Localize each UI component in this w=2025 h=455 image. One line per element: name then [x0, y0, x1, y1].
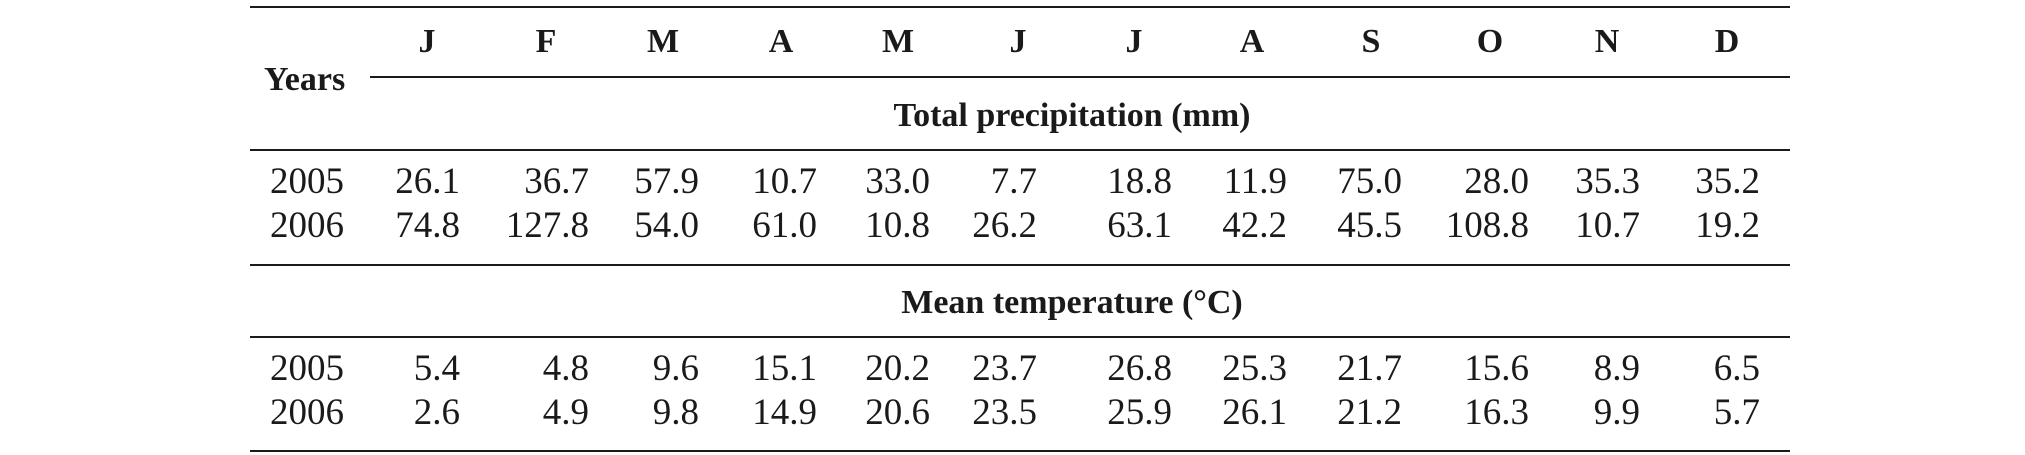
value-cell: 57.9	[634, 161, 699, 202]
value-cell: 36.7	[524, 161, 589, 202]
value-cell: 26.8	[1107, 348, 1172, 389]
top-rule	[250, 6, 1790, 8]
month-header-2: F	[535, 23, 557, 60]
month-header-8: A	[1239, 23, 1265, 60]
value-cell: 9.6	[652, 348, 699, 389]
value-cell: 23.5	[972, 392, 1037, 433]
value-cell: 4.8	[542, 348, 589, 389]
value-cell: 5.4	[413, 348, 460, 389]
section2-title-rule	[250, 336, 1790, 338]
value-cell: 23.7	[972, 348, 1037, 389]
bottom-rule	[250, 450, 1790, 452]
value-cell: 21.7	[1337, 348, 1402, 389]
value-cell: 8.9	[1593, 348, 1640, 389]
value-cell: 9.8	[652, 392, 699, 433]
month-header-9: S	[1361, 23, 1381, 60]
value-cell: 45.5	[1337, 205, 1402, 246]
value-cell: 28.0	[1464, 161, 1529, 202]
month-header-3: M	[646, 23, 680, 60]
years-header: Years	[264, 61, 346, 98]
value-cell: 7.7	[990, 161, 1037, 202]
value-cell: 25.9	[1107, 392, 1172, 433]
value-cell: 10.7	[1575, 205, 1640, 246]
value-cell: 26.1	[1222, 392, 1287, 433]
section1-title-rule	[250, 149, 1790, 151]
month-header-4: A	[768, 23, 794, 60]
year-cell: 2006	[270, 392, 344, 433]
section-divider-rule	[250, 264, 1790, 266]
value-cell: 35.3	[1575, 161, 1640, 202]
month-header-10: O	[1476, 23, 1504, 60]
value-cell: 4.9	[542, 392, 589, 433]
month-header-7: J	[1125, 23, 1143, 60]
section-title-precipitation: Total precipitation (mm)	[893, 97, 1251, 134]
value-cell: 75.0	[1337, 161, 1402, 202]
value-cell: 10.8	[865, 205, 930, 246]
value-cell: 9.9	[1593, 392, 1640, 433]
month-header-6: J	[1009, 23, 1027, 60]
value-cell: 54.0	[634, 205, 699, 246]
value-cell: 20.6	[865, 392, 930, 433]
value-cell: 2.6	[413, 392, 460, 433]
value-cell: 63.1	[1107, 205, 1172, 246]
value-cell: 61.0	[752, 205, 817, 246]
section-title-temperature: Mean temperature (°C)	[901, 284, 1243, 321]
month-header-5: M	[881, 23, 915, 60]
header-underline-rule	[370, 76, 1790, 78]
value-cell: 20.2	[865, 348, 930, 389]
value-cell: 19.2	[1695, 205, 1760, 246]
value-cell: 26.1	[395, 161, 460, 202]
month-header-1: J	[418, 23, 436, 60]
year-cell: 2006	[270, 205, 344, 246]
value-cell: 18.8	[1107, 161, 1172, 202]
value-cell: 14.9	[752, 392, 817, 433]
value-cell: 25.3	[1222, 348, 1287, 389]
value-cell: 11.9	[1223, 161, 1287, 202]
value-cell: 35.2	[1695, 161, 1760, 202]
value-cell: 10.7	[752, 161, 817, 202]
value-cell: 108.8	[1445, 205, 1529, 246]
month-header-11: N	[1594, 23, 1620, 60]
value-cell: 15.6	[1464, 348, 1529, 389]
year-cell: 2005	[270, 348, 344, 389]
value-cell: 6.5	[1713, 348, 1760, 389]
value-cell: 26.2	[972, 205, 1037, 246]
value-cell: 127.8	[505, 205, 589, 246]
year-cell: 2005	[270, 161, 344, 202]
value-cell: 33.0	[865, 161, 930, 202]
value-cell: 42.2	[1222, 205, 1287, 246]
value-cell: 15.1	[752, 348, 817, 389]
value-cell: 21.2	[1337, 392, 1402, 433]
value-cell: 16.3	[1464, 392, 1529, 433]
value-cell: 5.7	[1713, 392, 1760, 433]
month-header-12: D	[1714, 23, 1740, 60]
value-cell: 74.8	[395, 205, 460, 246]
